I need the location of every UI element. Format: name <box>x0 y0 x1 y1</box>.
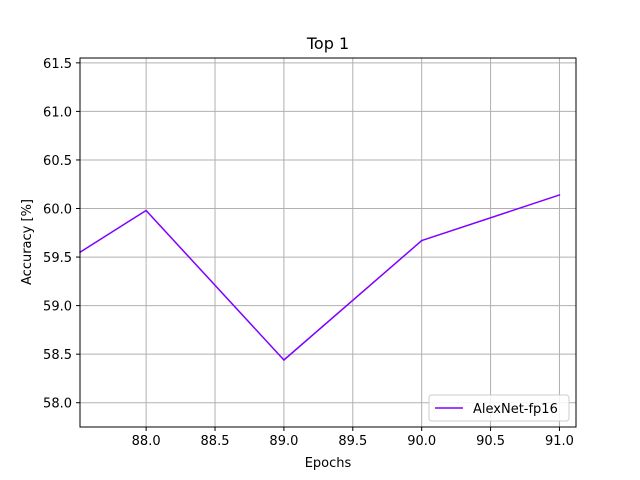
x-axis-label: Epochs <box>305 456 352 471</box>
chart-title: Top 1 <box>306 34 349 53</box>
data-point <box>283 359 285 361</box>
y-tick-label: 58.0 <box>43 397 72 412</box>
y-tick-label: 59.5 <box>43 251 72 266</box>
x-tick-label: 88.0 <box>132 434 161 449</box>
plot-frame <box>79 57 577 428</box>
data-point <box>420 239 423 242</box>
x-tick-label: 88.5 <box>201 434 230 449</box>
series-layer <box>79 194 561 361</box>
y-tick-label: 60.0 <box>43 203 72 218</box>
series-line <box>79 194 560 361</box>
data-point <box>558 194 561 196</box>
x-tick-label: 89.5 <box>338 434 367 449</box>
data-point <box>145 209 147 212</box>
y-tick-label: 58.5 <box>43 348 72 363</box>
y-axis-label: Accuracy [%] <box>20 199 35 285</box>
y-tick-label: 61.0 <box>43 105 72 120</box>
grid <box>80 58 576 427</box>
y-tick-label: 60.5 <box>43 154 72 169</box>
y-tick-label: 59.0 <box>43 300 72 315</box>
x-tick-label: 90.0 <box>407 434 436 449</box>
legend-label: AlexNet-fp16 <box>473 402 558 417</box>
y-axis: 58.0 58.5 59.0 59.5 60.0 60.5 61.0 61.5 <box>43 57 80 412</box>
x-tick-label: 91.0 <box>545 434 574 449</box>
x-axis: 88.0 88.5 89.0 89.5 90.0 90.5 91.0 <box>132 427 574 449</box>
legend: AlexNet-fp16 <box>428 394 570 422</box>
legend-box <box>428 394 570 422</box>
x-tick-label: 89.0 <box>269 434 298 449</box>
x-tick-label: 90.5 <box>476 434 505 449</box>
y-tick-label: 61.5 <box>43 57 72 72</box>
